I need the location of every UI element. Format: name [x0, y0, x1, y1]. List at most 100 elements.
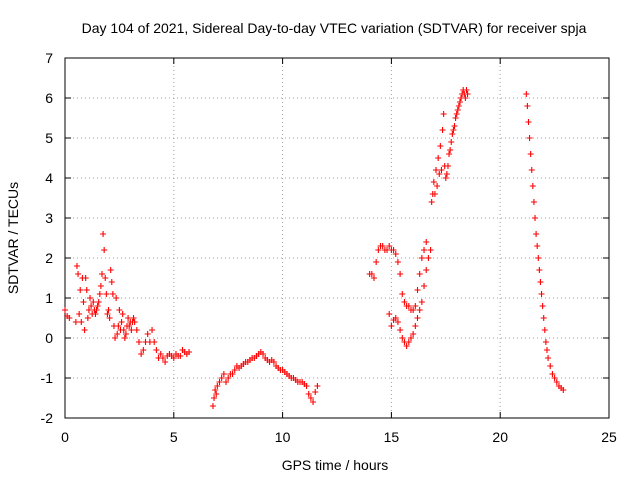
- data-point: [157, 351, 164, 357]
- data-point: [545, 355, 552, 361]
- data-point: [270, 359, 277, 365]
- data-point: [305, 391, 312, 397]
- data-point: [447, 147, 454, 153]
- data-point: [138, 351, 145, 357]
- x-tick-label: 25: [601, 429, 617, 445]
- x-tick-label: 5: [170, 429, 178, 445]
- data-point: [211, 395, 218, 401]
- data-point: [76, 311, 83, 317]
- data-point: [433, 167, 440, 173]
- data-point: [121, 335, 128, 341]
- data-point: [536, 267, 543, 273]
- data-point: [524, 103, 531, 109]
- data-point: [547, 363, 554, 369]
- data-point: [78, 319, 85, 325]
- data-point: [81, 327, 88, 333]
- data-point: [112, 335, 119, 341]
- data-point: [423, 239, 430, 245]
- y-axis-label: SDTVAR / TECUs: [5, 182, 21, 294]
- data-point: [416, 271, 423, 277]
- data-point: [82, 275, 89, 281]
- data-point: [392, 315, 399, 321]
- data-point: [407, 335, 414, 341]
- data-point: [116, 307, 123, 313]
- data-point: [170, 355, 177, 361]
- data-point: [530, 199, 537, 205]
- data-point: [523, 91, 530, 97]
- data-point: [560, 387, 567, 393]
- data-point: [410, 331, 417, 337]
- plot-frame: [64, 57, 610, 419]
- x-tick-label: 0: [61, 429, 69, 445]
- data-point: [260, 351, 267, 357]
- data-point: [131, 319, 138, 325]
- data-point: [109, 291, 116, 297]
- data-point: [446, 151, 453, 157]
- data-point: [106, 315, 113, 321]
- data-point: [119, 311, 126, 317]
- data-point: [162, 359, 169, 365]
- data-point: [88, 303, 95, 309]
- data-point: [66, 315, 73, 321]
- data-point: [414, 315, 421, 321]
- data-point: [451, 123, 458, 129]
- data-point: [151, 339, 158, 345]
- data-point: [97, 283, 104, 289]
- data-point: [98, 271, 105, 277]
- data-point: [390, 247, 397, 253]
- data-point: [214, 383, 221, 389]
- data-point: [401, 299, 408, 305]
- data-point: [209, 403, 216, 409]
- data-point: [80, 299, 87, 305]
- data-point: [405, 303, 412, 309]
- data-point: [149, 327, 156, 333]
- data-point: [399, 291, 406, 297]
- y-tick-label: 7: [45, 50, 53, 66]
- data-point: [443, 171, 450, 177]
- data-point: [534, 243, 541, 249]
- data-point: [436, 171, 443, 177]
- data-point: [115, 323, 122, 329]
- data-point: [126, 323, 133, 329]
- data-point: [386, 311, 393, 317]
- data-point: [307, 395, 314, 401]
- data-point: [303, 383, 310, 389]
- data-point: [310, 399, 317, 405]
- y-tick-label: -2: [41, 410, 54, 426]
- data-point: [553, 379, 560, 385]
- data-point: [421, 247, 428, 253]
- data-point: [526, 135, 533, 141]
- data-point: [90, 299, 97, 305]
- data-point: [463, 87, 470, 93]
- data-point: [440, 111, 447, 117]
- data-point: [444, 163, 451, 169]
- data-point: [314, 383, 321, 389]
- data-point: [370, 275, 377, 281]
- data-point: [423, 267, 430, 273]
- data-point: [133, 327, 140, 333]
- data-point: [410, 307, 417, 313]
- data-point: [122, 331, 129, 337]
- data-point: [118, 319, 125, 325]
- data-point: [392, 251, 399, 257]
- data-point: [75, 271, 82, 277]
- data-point: [120, 327, 127, 333]
- data-point: [437, 143, 444, 149]
- x-tick-label: 15: [384, 429, 400, 445]
- data-point: [538, 291, 545, 297]
- data-point: [394, 259, 401, 265]
- data-point: [537, 279, 544, 285]
- data-point: [405, 339, 412, 345]
- data-point: [430, 179, 437, 185]
- data-point: [399, 335, 406, 341]
- data-point: [397, 327, 404, 333]
- data-point: [87, 295, 94, 301]
- data-point: [525, 119, 532, 125]
- data-point: [73, 263, 80, 269]
- data-point: [100, 231, 107, 237]
- data-point: [229, 371, 236, 377]
- data-point: [551, 375, 558, 381]
- x-axis-label: GPS time / hours: [282, 457, 389, 473]
- data-point: [144, 331, 151, 337]
- data-point: [101, 247, 108, 253]
